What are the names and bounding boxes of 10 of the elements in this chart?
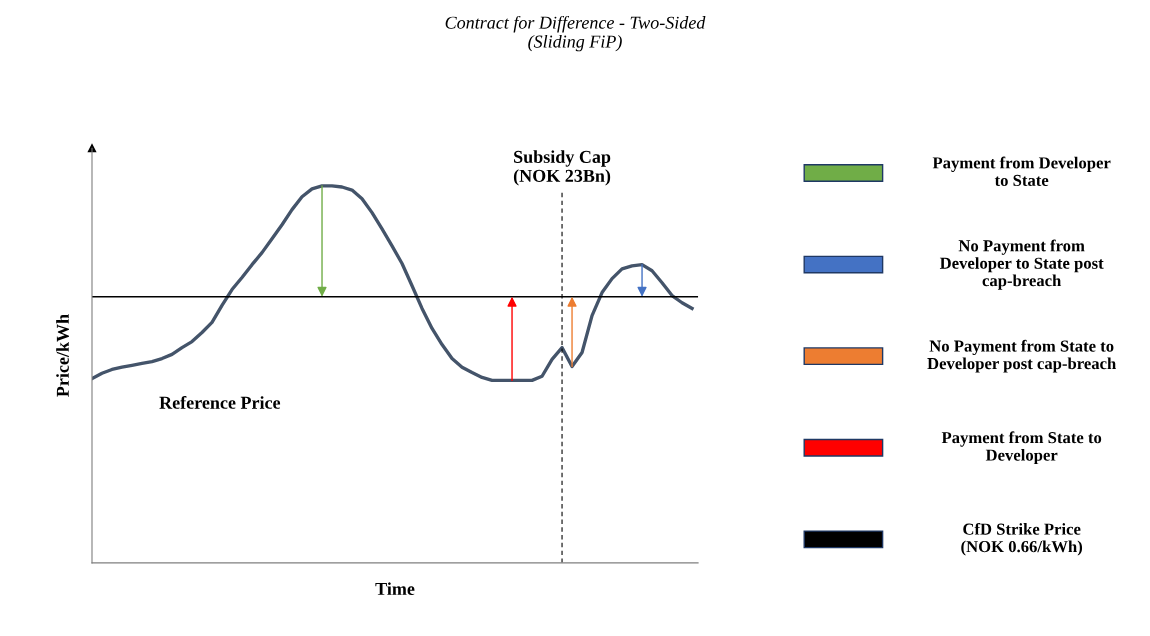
chart-title: Contract for Difference - Two-Sided (Sliding FiP) xyxy=(445,15,706,52)
category-label: CfD Strike Price (NOK 0.66/kWh) xyxy=(961,522,1083,556)
x-axis-title: Time xyxy=(375,582,415,595)
category-label: Payment from State to Developer xyxy=(941,431,1102,465)
category-label: Payment from Developer to State xyxy=(932,156,1111,186)
category-label: No Payment from State to Developer post cap-breach xyxy=(927,339,1117,373)
y-axis-title: Price/kWh xyxy=(56,314,69,397)
text: Subsidy Cap (NOK 23Bn) xyxy=(513,150,611,186)
series-label: Reference Price xyxy=(159,395,281,409)
category-label: No Payment from Developer to State post cap-breach xyxy=(939,239,1104,290)
